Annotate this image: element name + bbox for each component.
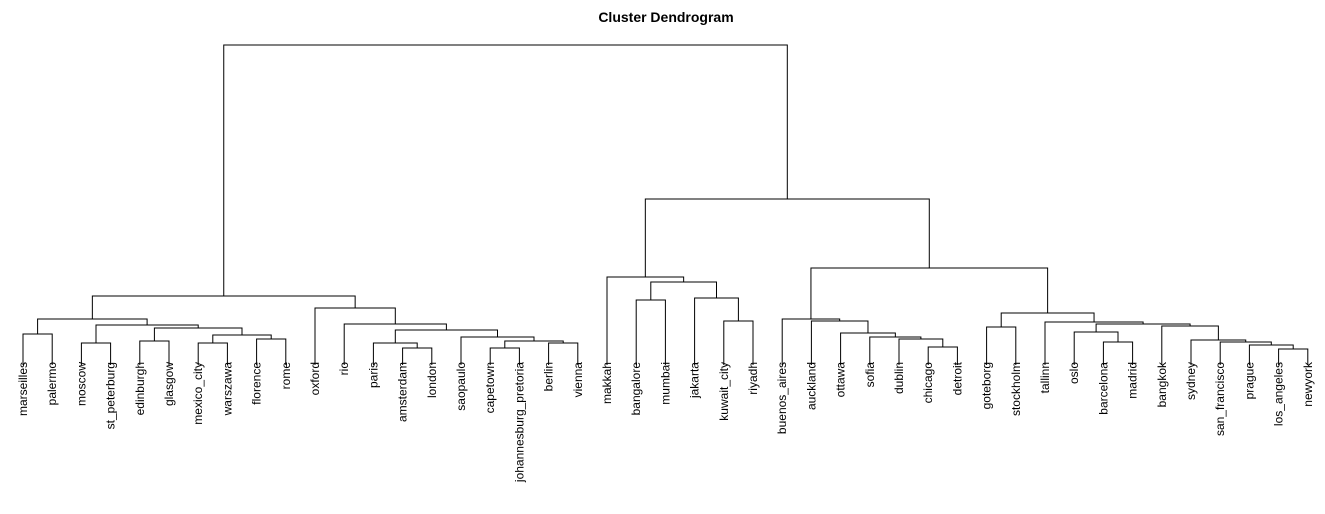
leaf-label: detroit bbox=[950, 361, 964, 395]
title: Cluster Dendrogram bbox=[598, 9, 733, 25]
leaf-label: oslo bbox=[1067, 362, 1081, 384]
leaf-label: mumbai bbox=[658, 362, 672, 405]
leaf-label: ottawa bbox=[834, 362, 848, 398]
leaf-label: barcelona bbox=[1096, 362, 1110, 415]
leaf-label: moscow bbox=[74, 362, 88, 406]
leaf-label: florence bbox=[250, 362, 264, 405]
leaf-label: los_angeles bbox=[1272, 362, 1286, 426]
leaf-label: rome bbox=[279, 362, 293, 390]
leaf-label: berlin bbox=[542, 362, 556, 391]
leaf-label: marseilles bbox=[16, 362, 30, 416]
leaf-label: warszawa bbox=[220, 362, 234, 417]
tree-edges bbox=[22, 44, 1309, 365]
leaf-label: london bbox=[425, 362, 439, 398]
leaf-label: paris bbox=[366, 362, 380, 388]
leaf-label: rio bbox=[337, 362, 351, 376]
leaf-label: johannesburg_pretoria bbox=[512, 362, 526, 483]
leaf-label: auckland bbox=[804, 362, 818, 410]
leaf-label: riyadh bbox=[746, 362, 760, 395]
leaf-label: tallinn bbox=[1038, 362, 1052, 393]
leaf-label: makkah bbox=[600, 362, 614, 404]
leaf-label: oxford bbox=[308, 362, 322, 395]
leaf-label: edinburgh bbox=[133, 362, 147, 415]
leaf-label: kuwait_city bbox=[717, 362, 731, 421]
leaf-label: palermo bbox=[45, 362, 59, 406]
leaf-label: san_francisco bbox=[1213, 362, 1227, 436]
leaf-label: stockholm bbox=[1009, 362, 1023, 416]
leaf-label: goteborg bbox=[980, 362, 994, 409]
leaf-label: st_peterburg bbox=[104, 362, 118, 429]
leaf-label: bangkok bbox=[1155, 361, 1169, 407]
leaf-label: newyork bbox=[1301, 361, 1315, 407]
leaf-label: vienna bbox=[571, 362, 585, 398]
leaf-label: dublin bbox=[892, 362, 906, 394]
leaf-label: bangalore bbox=[629, 362, 643, 416]
leaf-label: sofia bbox=[863, 362, 877, 388]
leaf-label: amsterdam bbox=[396, 362, 410, 422]
leaf-label: madrid bbox=[1126, 362, 1140, 399]
leaf-label: buenos_aires bbox=[775, 362, 789, 434]
leaf-label: prague bbox=[1242, 362, 1256, 400]
leaf-label: glasgow bbox=[162, 362, 176, 406]
leaf-label: chicago bbox=[921, 362, 935, 404]
leaf-label: saopaulo bbox=[454, 362, 468, 411]
leaf-label: mexico_city bbox=[191, 362, 205, 425]
leaf-label: jakarta bbox=[688, 362, 702, 399]
leaf-label: sydney bbox=[1184, 362, 1198, 400]
leaf-label: capetown bbox=[483, 362, 497, 413]
